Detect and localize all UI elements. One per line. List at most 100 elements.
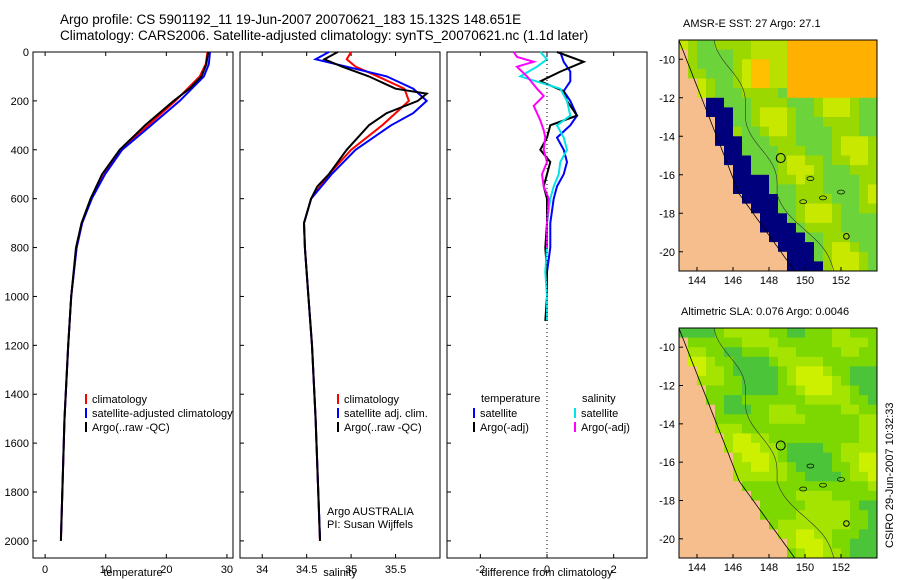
- map-cell: [832, 78, 842, 89]
- map-cell: [859, 471, 869, 482]
- secondary-marker-sla_map: [843, 520, 850, 527]
- map-cell: [787, 136, 797, 147]
- map-cell: [778, 356, 788, 367]
- map-cell: [706, 375, 716, 386]
- map-cell: [706, 107, 716, 118]
- map-cell: [679, 433, 689, 444]
- map-cell: [832, 337, 842, 348]
- y-tick-label-5: 1000: [5, 291, 29, 303]
- map-cell: [787, 490, 797, 501]
- map-cell: [724, 203, 734, 214]
- map-cell: [688, 126, 698, 137]
- map-cell: [832, 548, 842, 559]
- map-cell: [769, 510, 779, 521]
- map-cell: [832, 145, 842, 156]
- map-cell: [787, 242, 797, 253]
- map-cell: [679, 222, 689, 233]
- map-cell: [823, 49, 833, 60]
- map-cell: [724, 213, 734, 224]
- map-cell: [760, 404, 770, 415]
- map-cell: [760, 443, 770, 453]
- map-cell: [841, 356, 851, 367]
- map-cell: [778, 49, 788, 60]
- map-cell: [823, 395, 833, 406]
- map-cell: [850, 213, 860, 224]
- map-cell: [706, 538, 716, 549]
- map-cell: [697, 40, 707, 50]
- map-cell: [697, 500, 707, 511]
- map-cell: [706, 471, 716, 482]
- map-cell: [796, 519, 806, 530]
- map-cell: [787, 443, 797, 453]
- map-cell: [679, 375, 689, 386]
- map-cell: [679, 337, 689, 348]
- map-cell: [796, 59, 806, 70]
- map-cell: [742, 337, 752, 348]
- map-cell: [724, 174, 734, 185]
- map-cell: [805, 462, 815, 473]
- map-cell: [814, 356, 824, 367]
- map-cell: [715, 165, 725, 176]
- reef-island-sst_map-2: [819, 195, 827, 201]
- map-cell: [733, 385, 743, 396]
- x-axis-label-salinity: salinity: [323, 567, 357, 579]
- map-cell: [859, 88, 869, 99]
- map-cell: [679, 471, 689, 482]
- map-cell: [805, 328, 815, 338]
- map-cell: [724, 404, 734, 415]
- map-cell: [868, 471, 878, 482]
- map-cell: [796, 490, 806, 501]
- map-cell: [715, 548, 725, 559]
- map-cell: [733, 519, 743, 530]
- map-cell: [787, 328, 797, 338]
- map-cell: [760, 548, 770, 559]
- map-cell: [778, 174, 788, 185]
- x-tick-label-difference-0: -2: [475, 564, 485, 576]
- map-cell: [841, 88, 851, 99]
- map-cell: [679, 242, 689, 253]
- map-cell: [814, 194, 824, 204]
- map-cell: [688, 395, 698, 406]
- map-cell: [814, 203, 824, 214]
- difference-legend-temperature-label-1: Argo(-adj): [480, 422, 529, 434]
- map-cell: [679, 395, 689, 406]
- map-cell: [724, 136, 734, 147]
- sst-map-title: AMSR-E SST: 27 Argo: 27.1: [683, 18, 821, 30]
- map-cell: [805, 117, 815, 127]
- map-cell: [814, 59, 824, 70]
- map-x-tick-label-sst_map-3: 150: [796, 275, 814, 287]
- map-cell: [751, 165, 761, 176]
- map-cell: [697, 356, 707, 367]
- map-cell: [787, 88, 797, 99]
- map-cell: [724, 126, 734, 137]
- map-cell: [733, 433, 743, 444]
- map-cell: [796, 529, 806, 540]
- map-cell: [724, 242, 734, 253]
- reef-island-sst_map-0: [806, 176, 815, 181]
- map-cell: [751, 261, 761, 272]
- map-cell: [796, 222, 806, 233]
- map-cell: [823, 404, 833, 415]
- map-cell: [850, 347, 860, 358]
- map-cell: [832, 529, 842, 540]
- map-cell: [859, 510, 869, 521]
- map-cell: [868, 97, 878, 108]
- map-cell: [769, 462, 779, 473]
- map-cell: [778, 242, 788, 253]
- map-cell: [706, 251, 716, 262]
- map-cell: [850, 519, 860, 530]
- map-cell: [778, 213, 788, 224]
- map-cell: [832, 404, 842, 415]
- map-cell: [796, 88, 806, 99]
- map-cell: [823, 414, 833, 425]
- map-cell: [688, 500, 698, 511]
- map-cell: [841, 194, 851, 204]
- map-cell: [850, 68, 860, 79]
- map-cell: [832, 490, 842, 501]
- map-cell: [733, 529, 743, 540]
- map-cell: [697, 529, 707, 540]
- map-cell: [769, 165, 779, 176]
- map-cell: [832, 328, 842, 338]
- map-cell: [742, 165, 752, 176]
- map-cell: [814, 481, 824, 492]
